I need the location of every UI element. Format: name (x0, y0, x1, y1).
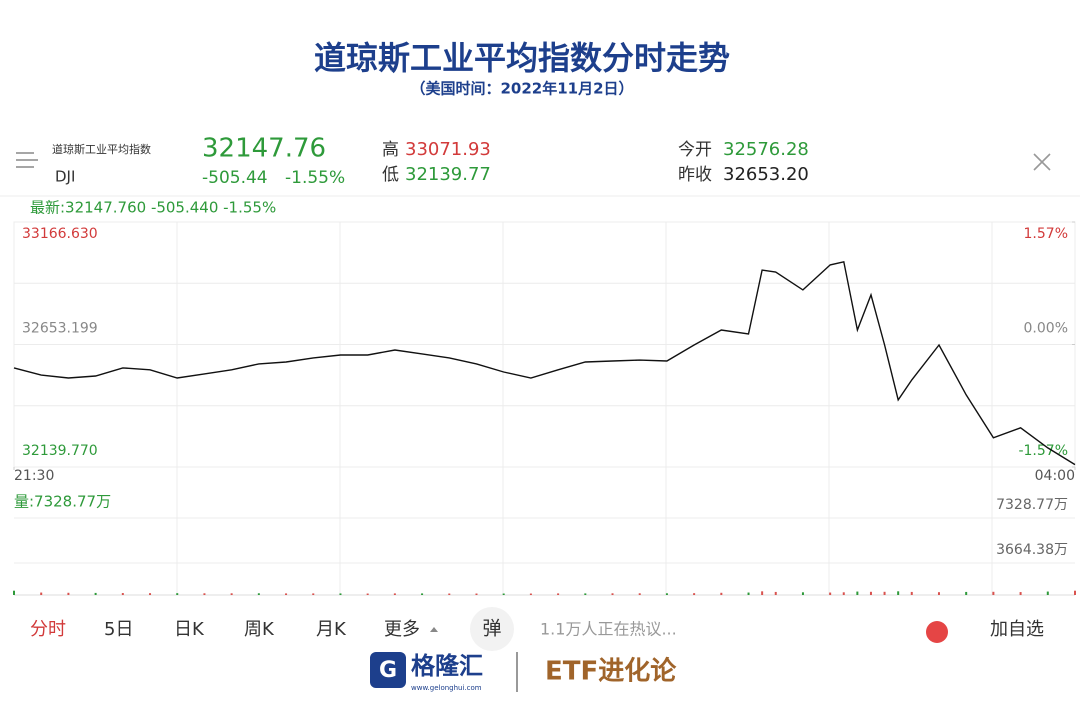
y-tick-label: 32653.199 (22, 321, 98, 337)
prev-label: 昨收 (678, 165, 712, 185)
volume-bar (897, 591, 900, 595)
close-button[interactable] (1033, 153, 1051, 171)
volume-bar (529, 593, 532, 595)
volume-bar (747, 592, 750, 595)
volume-bar (421, 593, 424, 595)
volume-bar (230, 593, 233, 595)
volume-bar (992, 591, 995, 595)
open-label: 今开 (678, 140, 712, 160)
price: 32147.76 (202, 134, 326, 164)
tab[interactable]: 日K (174, 619, 205, 640)
high: 33071.93 (405, 139, 491, 160)
volume-bar (149, 593, 152, 595)
page-title: 道琼斯工业平均指数分时走势 (314, 39, 730, 77)
change-pct: -1.55% (285, 168, 345, 188)
y2-tick-label: 0.00% (1024, 321, 1068, 337)
volume-bar (366, 593, 369, 595)
change: -505.44 (202, 168, 268, 188)
brand: 格隆汇 (411, 652, 483, 680)
tab[interactable]: 更多 (384, 619, 420, 640)
volume-bar (801, 592, 804, 595)
volume-bar (285, 593, 288, 595)
volume-bar (761, 591, 764, 595)
volume-bar (869, 591, 872, 595)
volume-bar (883, 591, 886, 595)
volume-bar (40, 592, 43, 595)
prev-close: 32653.20 (723, 164, 809, 185)
index-name: 道琼斯工业平均指数 (52, 142, 151, 156)
volume-bar (937, 592, 940, 595)
volume-bar (557, 593, 560, 595)
volume-bar (502, 593, 505, 595)
volume-bar (339, 593, 342, 595)
volume-bar (121, 593, 124, 595)
volume-bar (67, 592, 70, 595)
volume-bar (965, 591, 968, 595)
tab[interactable]: 分时 (30, 619, 66, 640)
volume-bar (611, 593, 614, 595)
volume-bar (13, 590, 15, 595)
page-subtitle: （美国时间：2022年11月2日） (410, 80, 633, 98)
volume-bar (448, 593, 451, 595)
brand-site: www.gelonghui.com (411, 684, 482, 692)
volume-bar (910, 591, 913, 595)
volume-bar (393, 593, 396, 595)
volume-bar (842, 592, 845, 595)
volume-bar (829, 592, 832, 595)
danmu-button[interactable] (470, 607, 514, 651)
more-arrow (430, 627, 438, 632)
logo-icon (370, 652, 406, 688)
y-tick-label: 33166.630 (22, 226, 98, 242)
volume-bar (665, 593, 668, 595)
volume-bar (475, 593, 478, 595)
danmu-label[interactable]: 弹 (482, 618, 501, 640)
volume-bar (312, 593, 315, 595)
low-label: 低 (382, 165, 399, 185)
partner: ETF进化论 (545, 657, 677, 687)
volume-bar (94, 592, 97, 595)
x-tick-label: 04:00 (1035, 468, 1075, 484)
volume-bar (176, 593, 179, 595)
volume-bar (720, 592, 723, 595)
tab[interactable]: 月K (316, 619, 347, 640)
tab[interactable]: 5日 (104, 619, 133, 640)
volume-bar (584, 593, 587, 595)
price-line (13, 260, 1076, 466)
index-code: DJI (55, 168, 75, 186)
latest-line: 最新:32147.760 -505.440 -1.55% (30, 199, 276, 217)
high-label: 高 (382, 140, 399, 160)
logo-letter: G (379, 658, 397, 683)
y2-tick-label: -1.57% (1018, 443, 1068, 459)
y-tick-label: 32139.770 (22, 443, 98, 459)
volume-bar (638, 593, 641, 595)
volume-bar (1019, 592, 1022, 595)
live-dot[interactable] (926, 621, 948, 643)
add-watchlist[interactable]: 加自选 (990, 619, 1044, 640)
volume-tick-label: 3664.38万 (996, 542, 1068, 558)
volume-bar (693, 593, 696, 595)
volume-bar (203, 593, 206, 595)
volume-bar (1074, 590, 1076, 595)
tab[interactable]: 周K (244, 619, 275, 640)
volume-tick-label: 7328.77万 (996, 497, 1068, 513)
volume-bar (1046, 591, 1049, 595)
volume-bar (856, 591, 859, 595)
x-tick-label: 21:30 (14, 468, 54, 484)
volume-bar (774, 591, 777, 595)
menu-icon[interactable] (16, 152, 38, 168)
volume-label: 量:7328.77万 (14, 493, 111, 511)
volume-bar (257, 593, 260, 595)
y2-tick-label: 1.57% (1024, 226, 1068, 242)
discussion-text[interactable]: 1.1万人正在热议... (540, 620, 677, 639)
low: 32139.77 (405, 164, 491, 185)
open: 32576.28 (723, 139, 809, 160)
